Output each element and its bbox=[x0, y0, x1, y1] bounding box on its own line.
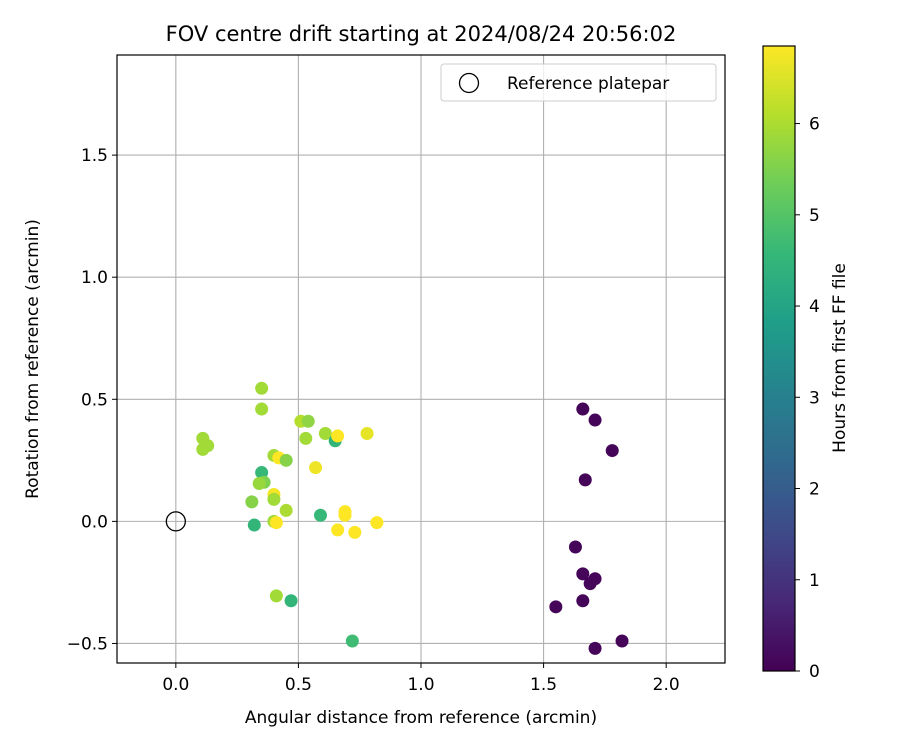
y-axis-label: Rotation from reference (arcmin) bbox=[23, 219, 43, 499]
y-tick-label: −0.5 bbox=[67, 634, 108, 654]
data-point bbox=[255, 402, 269, 416]
reference-point bbox=[165, 511, 186, 532]
colorbar-tick-label: 1 bbox=[809, 571, 820, 591]
data-point bbox=[370, 516, 384, 530]
legend-label-reference: Reference platepar bbox=[507, 74, 669, 94]
colorbar-label: Hours from first FF file bbox=[830, 263, 850, 453]
data-point bbox=[588, 413, 602, 427]
data-point bbox=[299, 431, 313, 445]
colorbar-tick-label: 4 bbox=[809, 297, 820, 317]
data-point bbox=[345, 634, 359, 648]
x-tick-label: 0.5 bbox=[285, 675, 312, 695]
data-point bbox=[360, 426, 374, 440]
data-point bbox=[348, 525, 362, 539]
data-point bbox=[313, 508, 327, 522]
grid-lines bbox=[117, 55, 725, 663]
data-point bbox=[549, 600, 563, 614]
data-point bbox=[309, 461, 323, 475]
data-point bbox=[196, 442, 210, 456]
data-point bbox=[255, 466, 269, 480]
x-axis-label: Angular distance from reference (arcmin) bbox=[245, 708, 597, 728]
x-tick-label: 0.0 bbox=[162, 675, 189, 695]
legend-marker-reference bbox=[458, 72, 480, 94]
data-point bbox=[576, 402, 590, 416]
data-point bbox=[576, 567, 590, 581]
data-point bbox=[338, 508, 352, 522]
data-point bbox=[615, 634, 629, 648]
data-point bbox=[331, 523, 345, 537]
data-point bbox=[269, 589, 283, 603]
colorbar-ticks: 0 1 2 3 4 5 6 bbox=[795, 115, 820, 682]
data-point bbox=[284, 594, 298, 608]
data-point bbox=[331, 429, 345, 443]
data-point bbox=[279, 453, 293, 467]
data-point bbox=[588, 641, 602, 655]
data-point bbox=[245, 495, 259, 509]
x-tick-label: 2.0 bbox=[653, 675, 680, 695]
x-tick-label: 1.0 bbox=[407, 675, 434, 695]
data-point bbox=[247, 518, 261, 532]
plot-area: 0.0 0.5 1.0 1.5 2.0 −0.5 0.0 0.5 1.0 1.5 bbox=[67, 54, 726, 695]
data-point bbox=[267, 492, 281, 506]
y-axis-ticks: −0.5 0.0 0.5 1.0 1.5 bbox=[67, 146, 117, 654]
legend-box bbox=[440, 63, 717, 102]
x-tick-label: 1.5 bbox=[530, 675, 557, 695]
chart-title: FOV centre drift starting at 2024/08/24 … bbox=[166, 22, 677, 46]
colorbar-tick-label: 6 bbox=[809, 115, 820, 135]
colorbar: 0 1 2 3 4 5 6 Hours from first FF file bbox=[762, 45, 850, 682]
data-point bbox=[605, 444, 619, 458]
data-point bbox=[568, 540, 582, 554]
data-point bbox=[318, 426, 332, 440]
colorbar-tick-label: 0 bbox=[809, 662, 820, 682]
colorbar-gradient bbox=[763, 46, 795, 671]
data-point bbox=[279, 503, 293, 517]
data-point bbox=[301, 414, 315, 428]
colorbar-frame bbox=[762, 45, 796, 672]
y-tick-label: 1.0 bbox=[81, 268, 108, 288]
y-tick-label: 0.5 bbox=[81, 390, 108, 410]
scatter-points bbox=[165, 381, 629, 655]
data-point bbox=[255, 381, 269, 395]
data-point bbox=[576, 594, 590, 608]
data-point bbox=[252, 477, 266, 491]
colorbar-tick-label: 2 bbox=[809, 480, 820, 500]
colorbar-tick-label: 3 bbox=[809, 388, 820, 408]
legend: Reference platepar bbox=[440, 63, 717, 102]
colorbar-tick-label: 5 bbox=[809, 206, 820, 226]
data-point bbox=[578, 473, 592, 487]
x-axis-ticks: 0.0 0.5 1.0 1.5 2.0 bbox=[162, 663, 680, 695]
y-tick-label: 1.5 bbox=[81, 146, 108, 166]
data-point bbox=[269, 516, 283, 530]
y-tick-label: 0.0 bbox=[81, 512, 108, 532]
data-point bbox=[583, 577, 597, 591]
